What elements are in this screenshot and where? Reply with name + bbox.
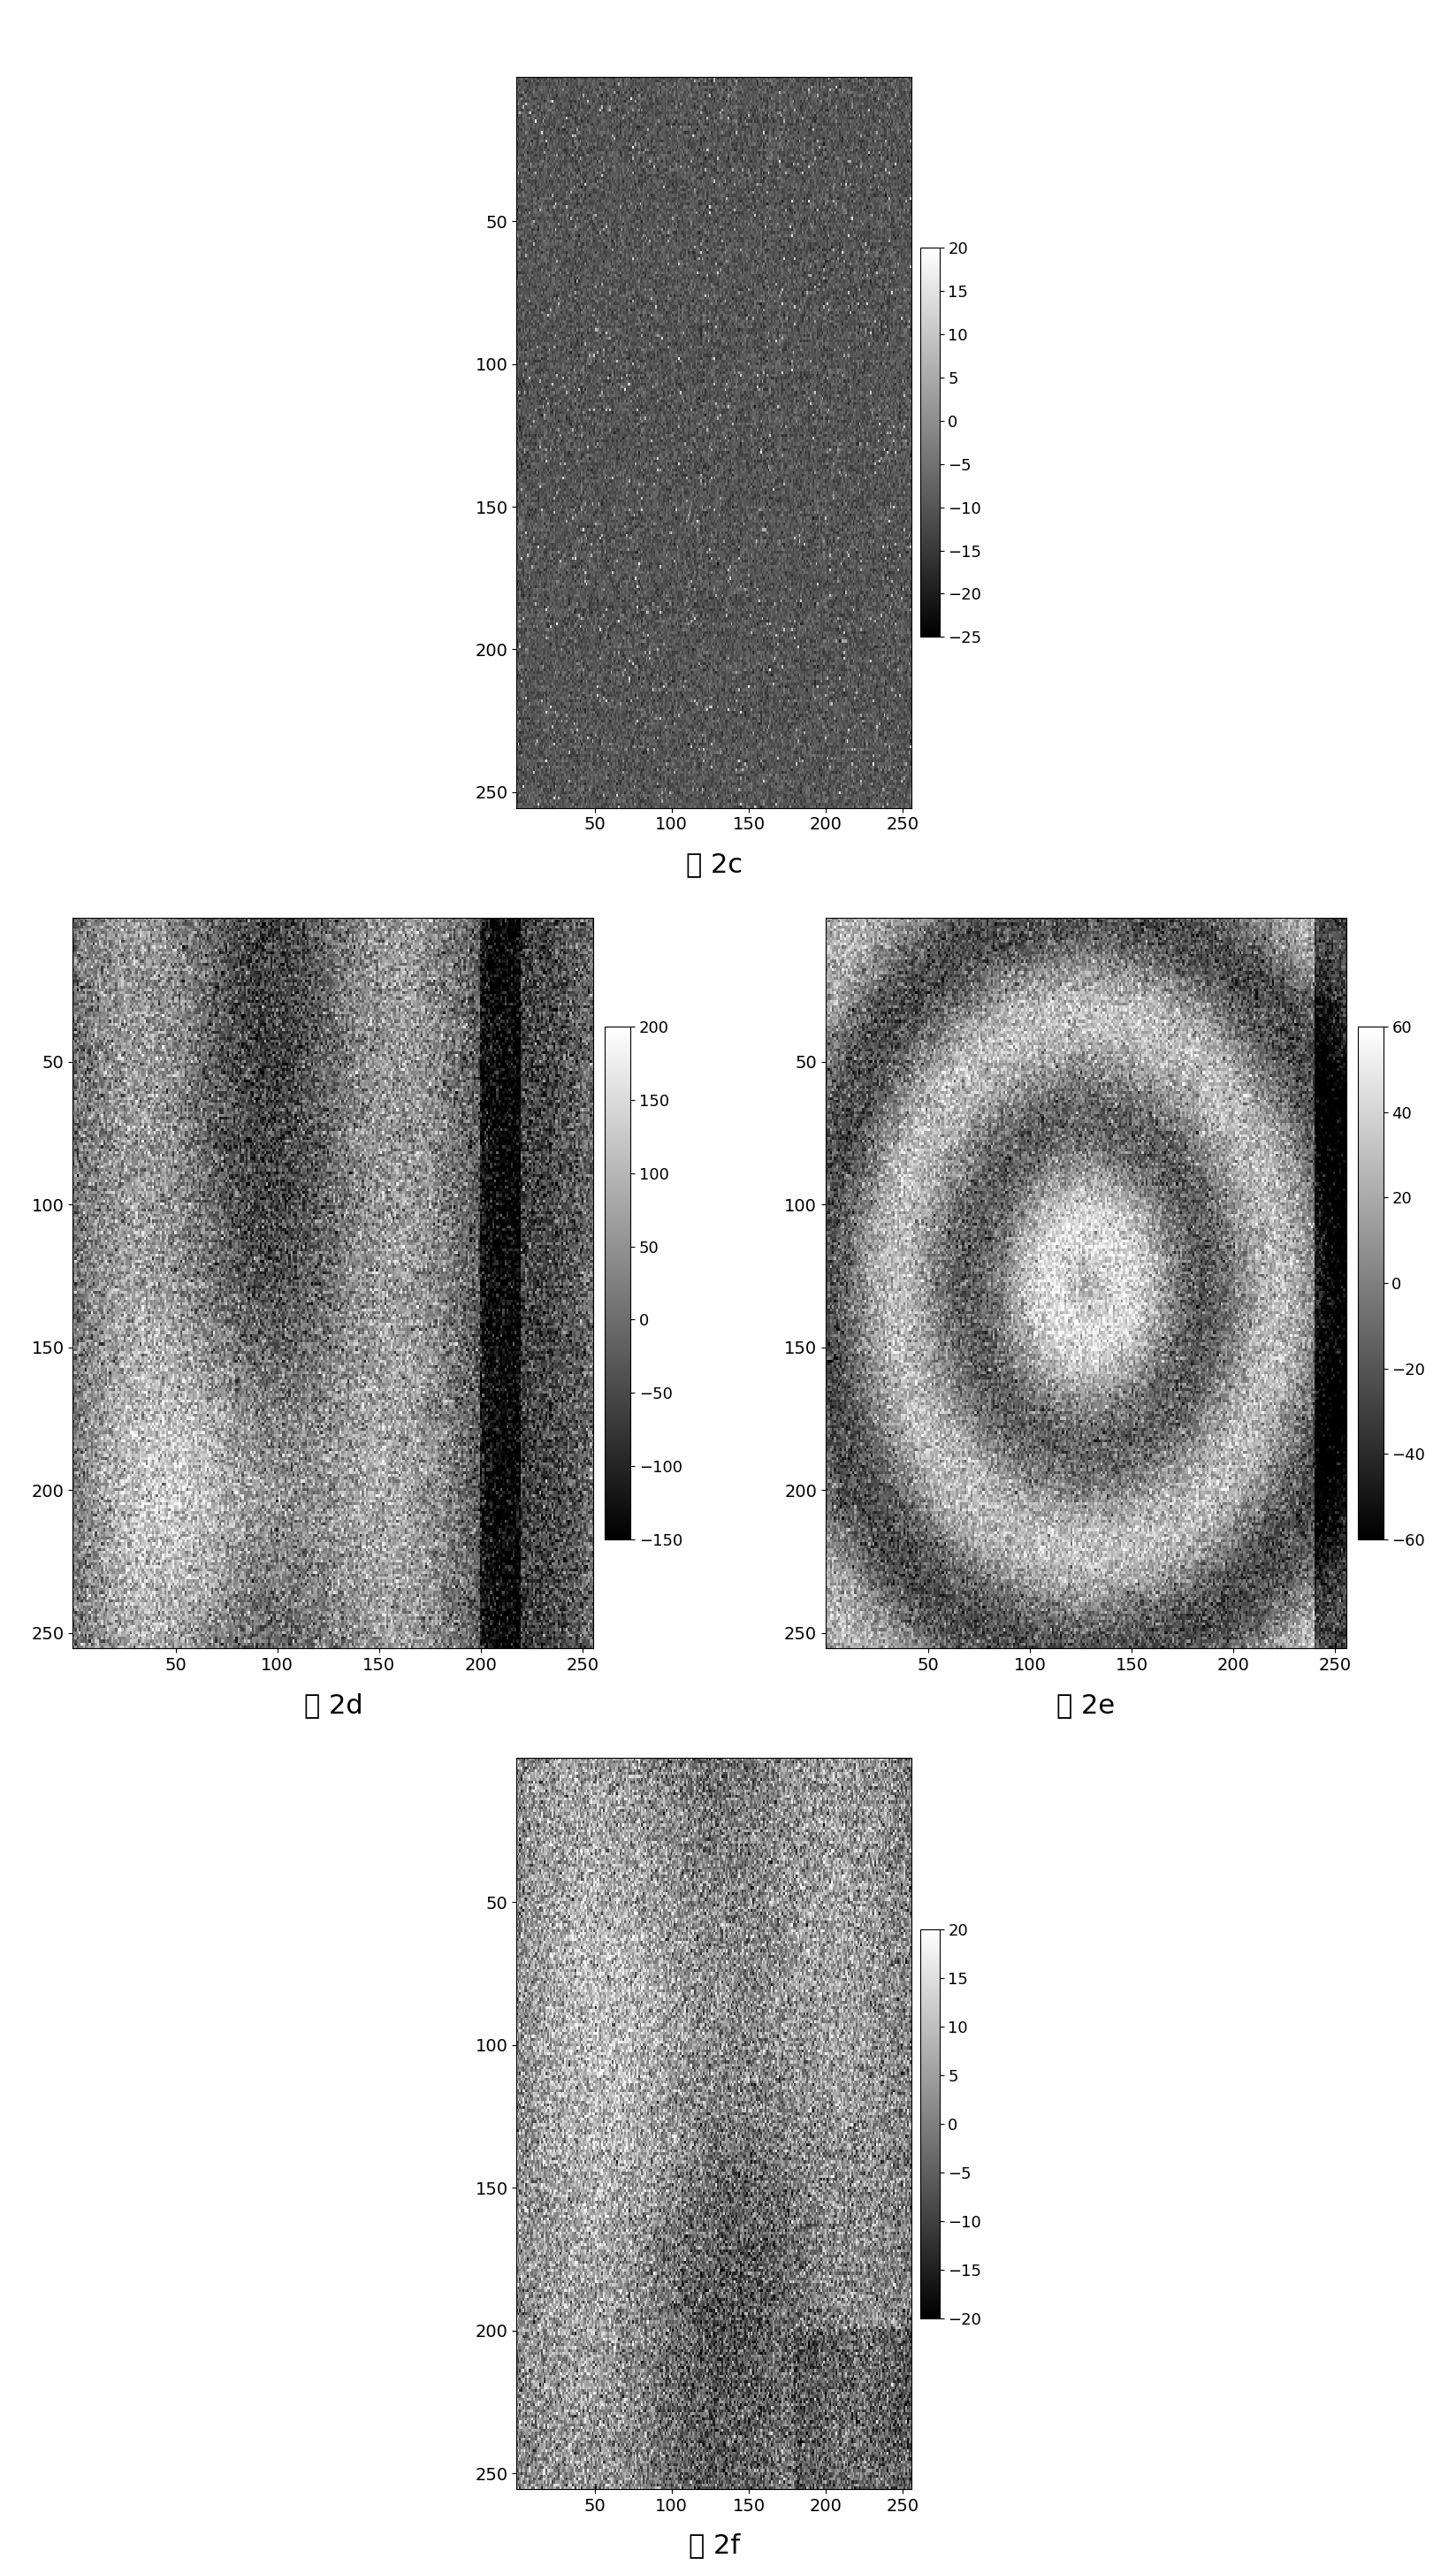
X-axis label: 图 2c: 图 2c <box>686 852 743 878</box>
X-axis label: 图 2e: 图 2e <box>1057 1694 1115 1717</box>
X-axis label: 图 2f: 图 2f <box>689 2533 740 2558</box>
X-axis label: 图 2d: 图 2d <box>304 1694 363 1717</box>
